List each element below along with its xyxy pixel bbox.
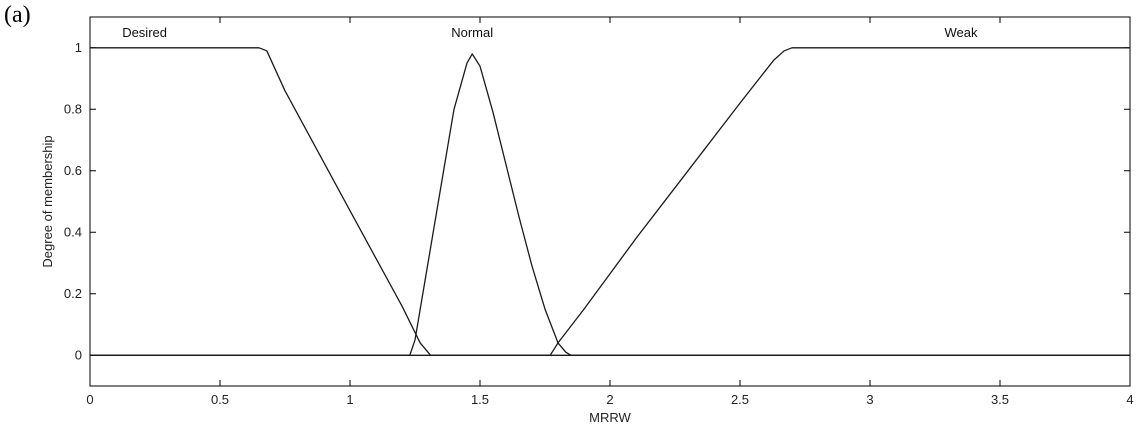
x-tick-label: 1.5 xyxy=(471,392,489,407)
series-line-weak xyxy=(90,47,1130,356)
y-tick-label: 1 xyxy=(75,40,82,55)
series-line-normal xyxy=(90,53,1130,356)
series-line-desired xyxy=(90,47,1130,356)
y-tick-label: 0.6 xyxy=(64,163,82,178)
series-label-normal: Normal xyxy=(451,25,493,40)
x-tick-label: 2.5 xyxy=(731,392,749,407)
y-tick-label: 0.2 xyxy=(64,286,82,301)
x-tick-label: 4 xyxy=(1126,392,1133,407)
x-axis: 0 0.5 1 1.5 2 2.5 3 3.5 4 xyxy=(86,17,1134,407)
series-labels: Desired Normal Weak xyxy=(122,25,978,40)
x-tick-label: 0.5 xyxy=(211,392,229,407)
series-label-weak: Weak xyxy=(945,25,978,40)
y-axis-label: Degree of membership xyxy=(40,135,55,267)
x-tick-label: 1 xyxy=(346,392,353,407)
x-tick-label: 2 xyxy=(606,392,613,407)
y-tick-label: 0.4 xyxy=(64,224,82,239)
x-axis-label: MRRW xyxy=(589,410,631,425)
plot-frame xyxy=(89,16,1131,387)
x-tick-label: 0 xyxy=(86,392,93,407)
series-label-desired: Desired xyxy=(122,25,167,40)
series-layer xyxy=(90,47,1130,356)
x-tick-label: 3 xyxy=(866,392,873,407)
y-axis: 0 0.2 0.4 0.6 0.8 1 xyxy=(64,40,1130,362)
panel-label: (a) xyxy=(4,2,31,28)
y-tick-label: 0.8 xyxy=(64,101,82,116)
x-tick-label: 3.5 xyxy=(991,392,1009,407)
y-tick-label: 0 xyxy=(75,347,82,362)
